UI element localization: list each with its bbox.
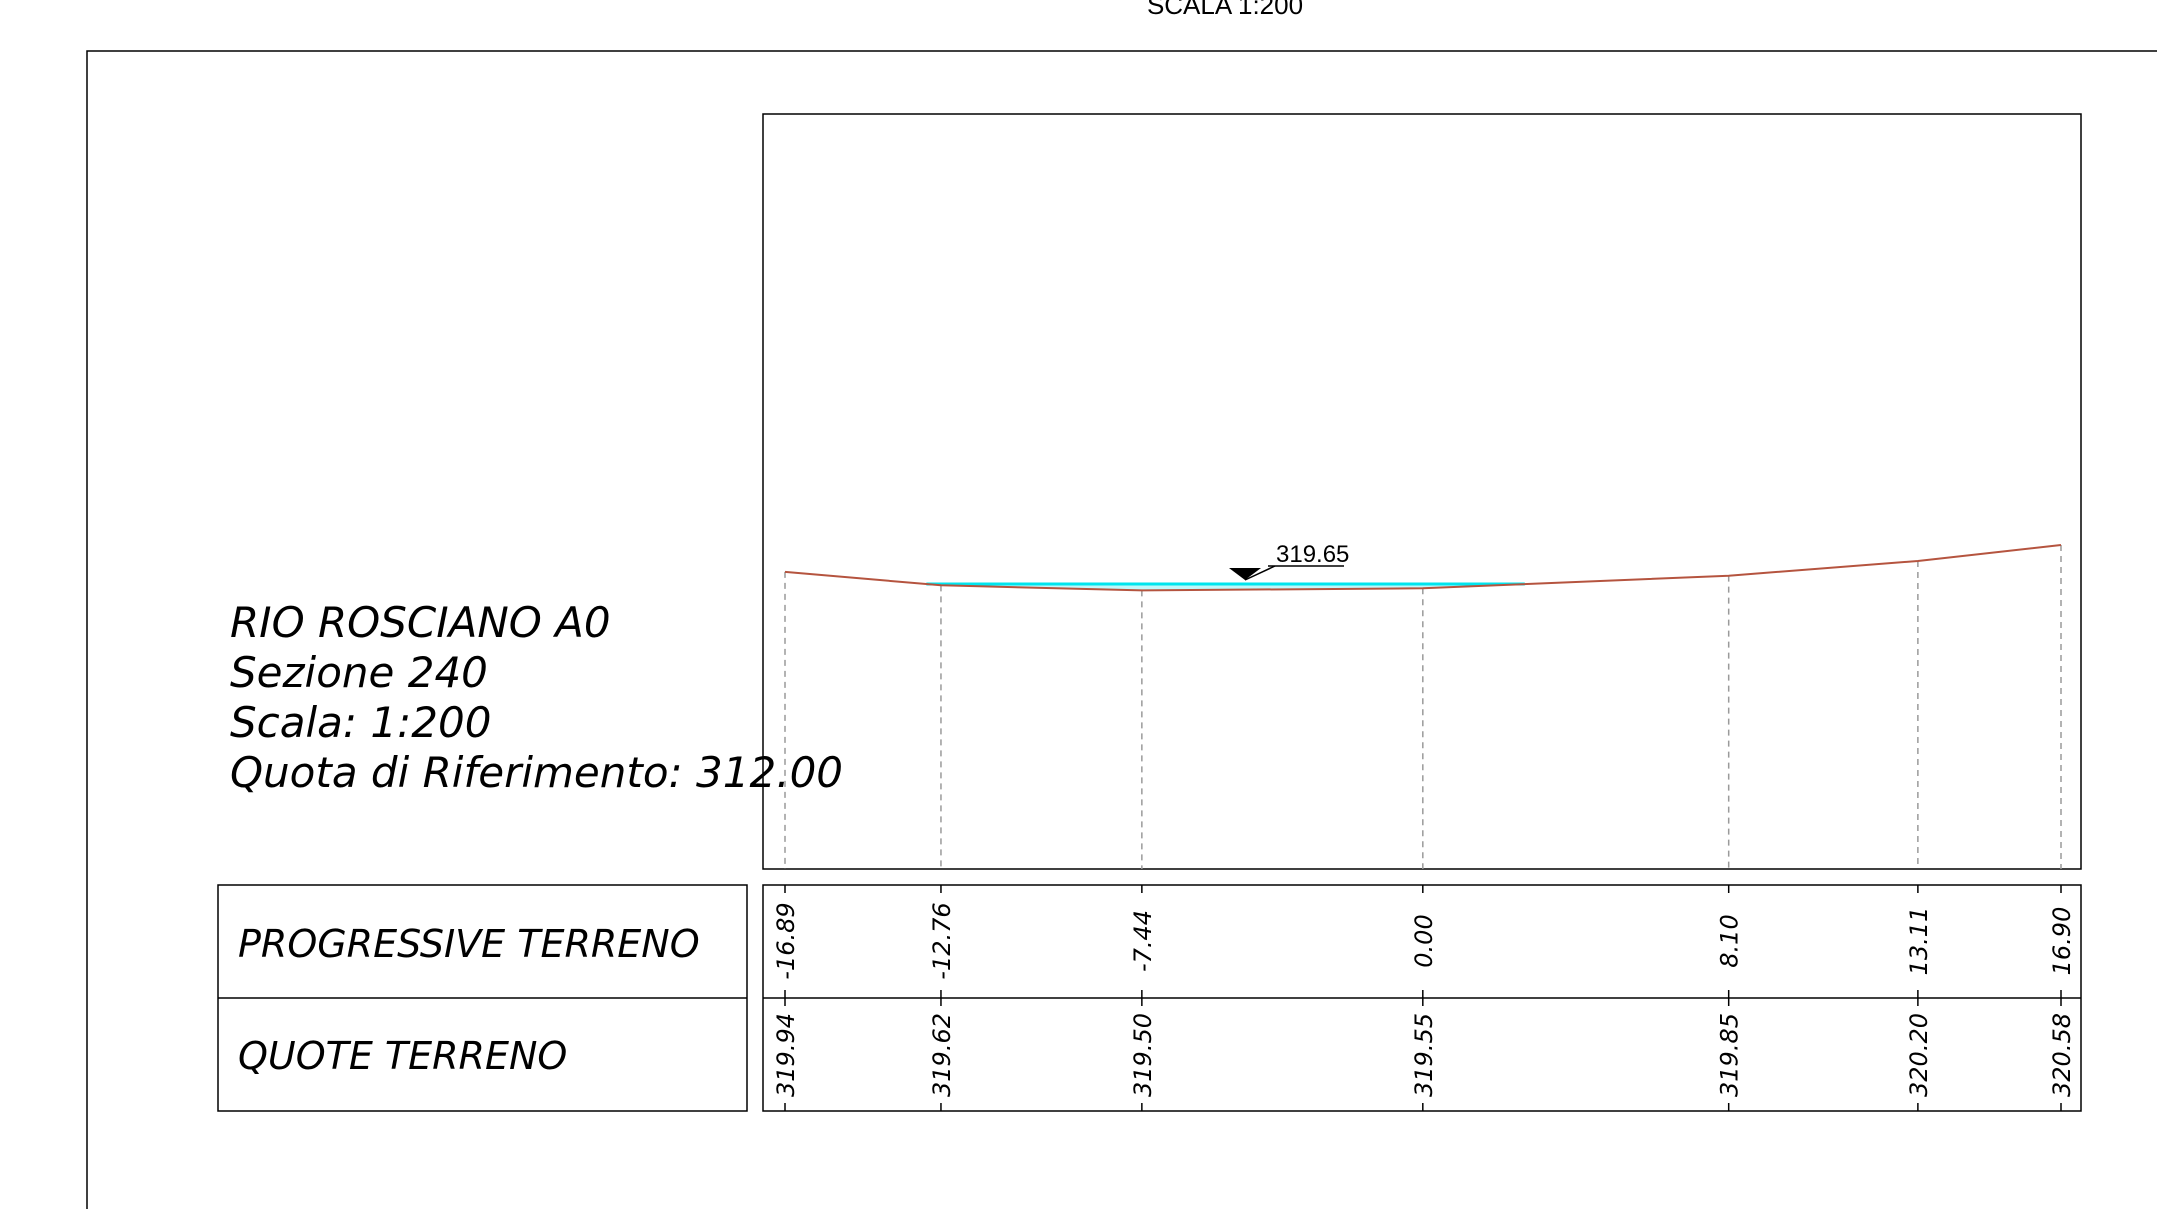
elevation-value: 319.50 — [1129, 1013, 1157, 1097]
progressive-value: 8.10 — [1716, 914, 1744, 967]
water-surface — [926, 584, 1525, 591]
scale-label: Scala: 1:200 — [230, 698, 491, 747]
elevation-value: 319.85 — [1716, 1013, 1744, 1097]
section-info: RIO ROSCIANO A0 Sezione 240 Scala: 1:200… — [230, 598, 843, 797]
table-row-labels: PROGRESSIVE TERRENO QUOTE TERRENO — [217, 884, 748, 1112]
row-label-progressive: PROGRESSIVE TERRENO — [238, 922, 700, 966]
station-lines — [784, 545, 2062, 869]
elevation-value: 320.20 — [1905, 1013, 1933, 1097]
terrain-profile-line — [784, 544, 2062, 592]
progressive-value: 16.90 — [2048, 907, 2076, 976]
progressive-value: 0.00 — [1410, 914, 1438, 967]
progressive-value: -12.76 — [928, 902, 956, 979]
elevation-value: 319.55 — [1410, 1013, 1438, 1097]
sheet-title: SCALA 1:200 — [1147, 0, 1303, 20]
elevation-value: 320.58 — [2048, 1013, 2076, 1097]
progressive-value: -16.89 — [772, 902, 800, 979]
progressive-value: 13.11 — [1905, 907, 1933, 976]
progressive-labels: -16.89 -12.76 -7.44 0.00 8.10 13.11 16.90 — [772, 902, 2076, 979]
sheet-frame — [86, 50, 2157, 1209]
progressive-value: -7.44 — [1129, 910, 1157, 972]
section-number: Sezione 240 — [230, 648, 488, 697]
row-label-elevations: QUOTE TERRENO — [238, 1034, 567, 1078]
water-level-marker: 319.65 — [1229, 541, 1349, 581]
table-values: -16.89 -12.76 -7.44 0.00 8.10 13.11 16.90 319.… — [762, 884, 2082, 1112]
reference-elevation: Quota di Riferimento: 312.00 — [230, 748, 843, 797]
water-level-leader — [1244, 565, 1276, 581]
elevation-labels: 319.94 319.62 319.50 319.55 319.85 320.20 320.… — [772, 1013, 2076, 1097]
water-level-triangle-icon — [1229, 568, 1261, 580]
water-level-label: 319.65 — [1276, 541, 1349, 568]
value-ticks — [784, 885, 2062, 1111]
river-name: RIO ROSCIANO A0 — [230, 598, 611, 647]
elevation-value: 319.94 — [772, 1013, 800, 1097]
elevation-value: 319.62 — [928, 1013, 956, 1097]
section-plot-frame — [762, 113, 2082, 870]
